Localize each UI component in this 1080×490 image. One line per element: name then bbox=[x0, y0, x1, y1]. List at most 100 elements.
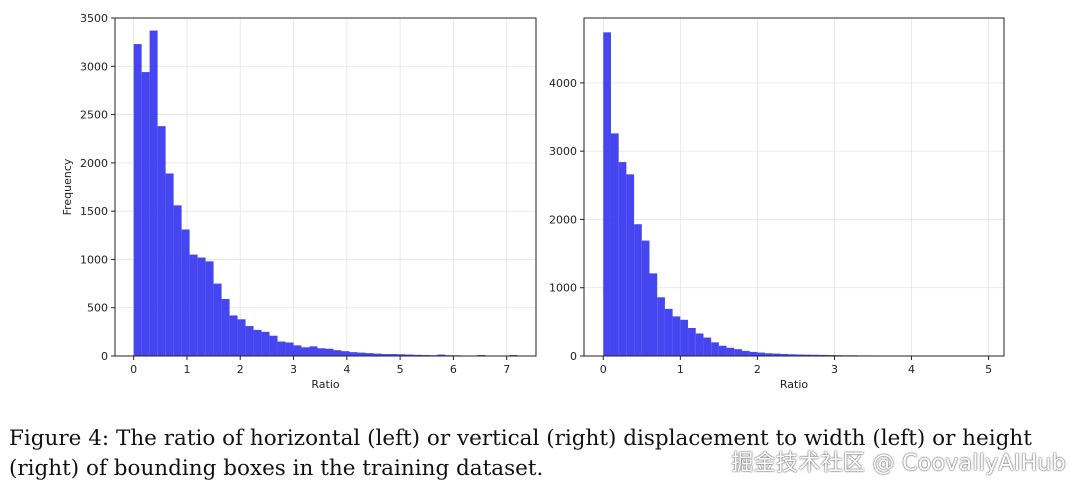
x-tick-label: 5 bbox=[397, 363, 404, 376]
x-tick-label: 5 bbox=[985, 363, 992, 376]
x-tick-label: 0 bbox=[600, 363, 607, 376]
histogram-bar bbox=[641, 240, 650, 356]
histogram-bar bbox=[749, 351, 758, 356]
histogram-bar bbox=[381, 354, 390, 356]
histogram-bar bbox=[437, 354, 446, 356]
figure-caption: Figure 4: The ratio of horizontal (left)… bbox=[9, 424, 1074, 484]
histogram-bar bbox=[726, 347, 735, 356]
histogram-bar bbox=[718, 345, 727, 356]
y-tick-label: 4000 bbox=[549, 77, 577, 90]
histogram-bar bbox=[157, 126, 166, 356]
y-tick-label: 3500 bbox=[80, 12, 108, 25]
histogram-bar bbox=[795, 354, 804, 356]
histogram-bar bbox=[261, 331, 270, 356]
histogram-bar bbox=[221, 299, 230, 356]
y-tick-label: 2500 bbox=[80, 109, 108, 122]
histogram-bar bbox=[229, 315, 238, 356]
histogram-bar bbox=[325, 348, 334, 356]
watermark-text: 掘金技术社区 @ CoovallyAIHub bbox=[731, 451, 1066, 476]
histogram-bar bbox=[197, 257, 206, 356]
histogram-bar bbox=[610, 133, 619, 356]
histogram-bar bbox=[357, 352, 366, 356]
histogram-bar bbox=[373, 353, 382, 356]
histogram-bar bbox=[333, 350, 342, 356]
histogram-bar bbox=[285, 342, 294, 356]
y-tick-label: 500 bbox=[87, 302, 108, 315]
histogram-bar bbox=[269, 335, 278, 356]
y-axis-label: Frequency bbox=[61, 158, 74, 215]
x-tick-label: 4 bbox=[908, 363, 915, 376]
histogram-bar bbox=[405, 354, 414, 356]
y-tick-label: 1000 bbox=[549, 282, 577, 295]
histogram-bar bbox=[141, 72, 150, 356]
histogram-bar bbox=[349, 352, 358, 356]
x-tick-label: 7 bbox=[503, 363, 510, 376]
histogram-bar bbox=[811, 354, 820, 356]
histogram-bar bbox=[711, 342, 719, 356]
histogram-bar bbox=[413, 354, 422, 356]
histogram-bar bbox=[664, 308, 673, 356]
histogram-bar bbox=[657, 297, 665, 356]
x-tick-label: 6 bbox=[450, 363, 457, 376]
histogram-bar bbox=[765, 353, 773, 356]
histogram-bar bbox=[634, 224, 642, 356]
y-tick-label: 2000 bbox=[549, 213, 577, 226]
x-axis-label: Ratio bbox=[780, 378, 809, 391]
histogram-bar bbox=[819, 354, 827, 356]
histogram-bar bbox=[788, 354, 796, 356]
histogram-bar bbox=[213, 283, 222, 356]
histogram-bar bbox=[397, 354, 406, 356]
caption-line-1: Figure 4: The ratio of horizontal (left)… bbox=[9, 426, 1032, 451]
histogram-bar bbox=[703, 337, 712, 356]
caption-line-2: (right) of bounding boxes in the trainin… bbox=[9, 456, 544, 481]
histogram-bar bbox=[317, 348, 326, 356]
y-tick-label: 3000 bbox=[549, 145, 577, 158]
histogram-bar bbox=[253, 329, 262, 356]
histogram-bar bbox=[757, 352, 766, 356]
x-tick-label: 2 bbox=[237, 363, 244, 376]
histogram-bar bbox=[293, 345, 302, 356]
y-tick-label: 1000 bbox=[80, 253, 108, 266]
histogram-bar bbox=[688, 328, 696, 356]
x-tick-label: 3 bbox=[831, 363, 838, 376]
histogram-bar bbox=[649, 273, 658, 356]
x-tick-label: 4 bbox=[343, 363, 350, 376]
histogram-bar bbox=[389, 354, 398, 356]
histogram-bar bbox=[772, 353, 781, 356]
histogram-bar bbox=[780, 353, 789, 356]
histogram-bar bbox=[365, 353, 374, 356]
chart-right: 0 1 2 3 4 5 0 1000 2000 3000 4000 Ratio bbox=[549, 17, 1005, 391]
histogram-bar bbox=[165, 173, 174, 356]
histogram-bar bbox=[741, 350, 750, 356]
y-tick-label: 0 bbox=[101, 350, 108, 363]
x-tick-label: 0 bbox=[130, 363, 137, 376]
x-tick-label: 3 bbox=[290, 363, 297, 376]
histogram-bar bbox=[672, 316, 681, 356]
histogram-bar bbox=[603, 32, 611, 357]
histogram-bar bbox=[734, 349, 742, 356]
histogram-bar bbox=[189, 254, 198, 356]
histogram-bar bbox=[618, 162, 627, 356]
histogram-bar bbox=[149, 30, 158, 356]
histogram-bar bbox=[341, 351, 350, 356]
histogram-bar bbox=[205, 261, 214, 356]
histogram-bar bbox=[626, 174, 635, 356]
y-tick-label: 0 bbox=[570, 350, 577, 363]
histogram-bar bbox=[181, 229, 190, 356]
histogram-bar bbox=[133, 44, 142, 357]
histogram-bar bbox=[277, 341, 286, 356]
histogram-bar bbox=[695, 333, 704, 356]
histogram-bar bbox=[301, 347, 310, 356]
x-axis-label: Ratio bbox=[311, 378, 340, 391]
histogram-bar bbox=[803, 354, 812, 356]
y-tick-label: 2000 bbox=[80, 157, 108, 170]
histogram-bar bbox=[680, 319, 689, 356]
y-tick-label: 3000 bbox=[80, 60, 108, 73]
histogram-bar bbox=[237, 319, 246, 356]
plot-frame bbox=[583, 17, 1005, 357]
x-tick-label: 1 bbox=[183, 363, 190, 376]
x-tick-label: 1 bbox=[677, 363, 684, 376]
chart-left: 0 1 2 3 4 5 6 7 0 500 1000 1500 2000 2500 3000 3500 Rati… bbox=[61, 12, 537, 391]
histogram-figure: 0 1 2 3 4 5 6 70500100015002000250030003500Rati… bbox=[61, 12, 1005, 391]
histogram-bar bbox=[173, 205, 182, 356]
